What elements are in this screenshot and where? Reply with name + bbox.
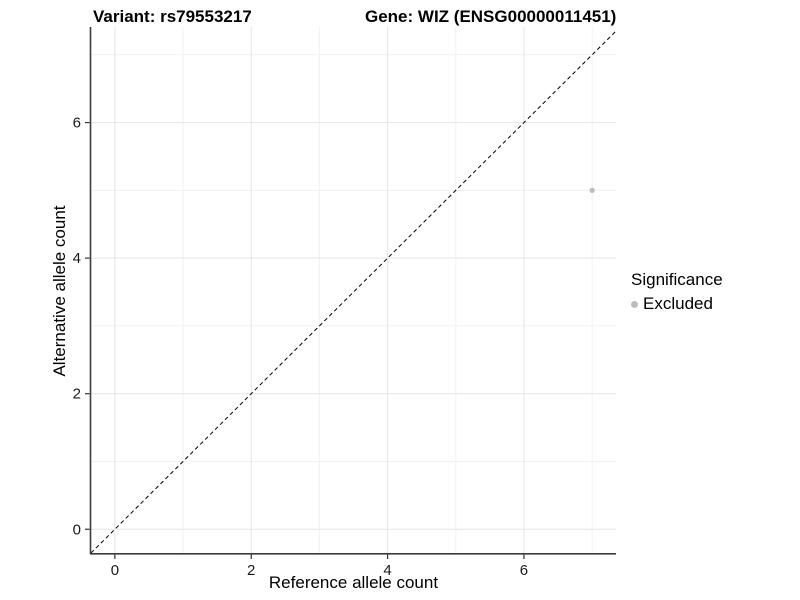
legend-point-icon — [631, 300, 638, 308]
x-tick-label: 0 — [111, 562, 119, 579]
legend-title: Significance — [631, 270, 723, 289]
x-tick-label: 2 — [247, 562, 255, 579]
y-axis-title: Alternative allele count — [50, 205, 69, 377]
legend-entry-label: Excluded — [643, 294, 713, 313]
y-tick-label: 2 — [73, 386, 81, 403]
x-axis-title: Reference allele count — [268, 573, 439, 592]
y-tick-label: 0 — [73, 521, 81, 538]
y-tick-label: 4 — [73, 250, 81, 267]
data-point — [589, 187, 595, 193]
y-tick-label: 6 — [73, 115, 81, 132]
x-tick-label: 4 — [383, 562, 391, 579]
plot-title-gene: Gene: WIZ (ENSG00000011451) — [365, 7, 617, 26]
identity-reference-line — [90, 30, 617, 554]
plot-title-variant: Variant: rs79553217 — [93, 7, 252, 26]
legend: Significance Excluded — [631, 270, 723, 314]
legend-entry-excluded: Excluded — [631, 294, 723, 314]
x-tick-label: 6 — [520, 562, 528, 579]
